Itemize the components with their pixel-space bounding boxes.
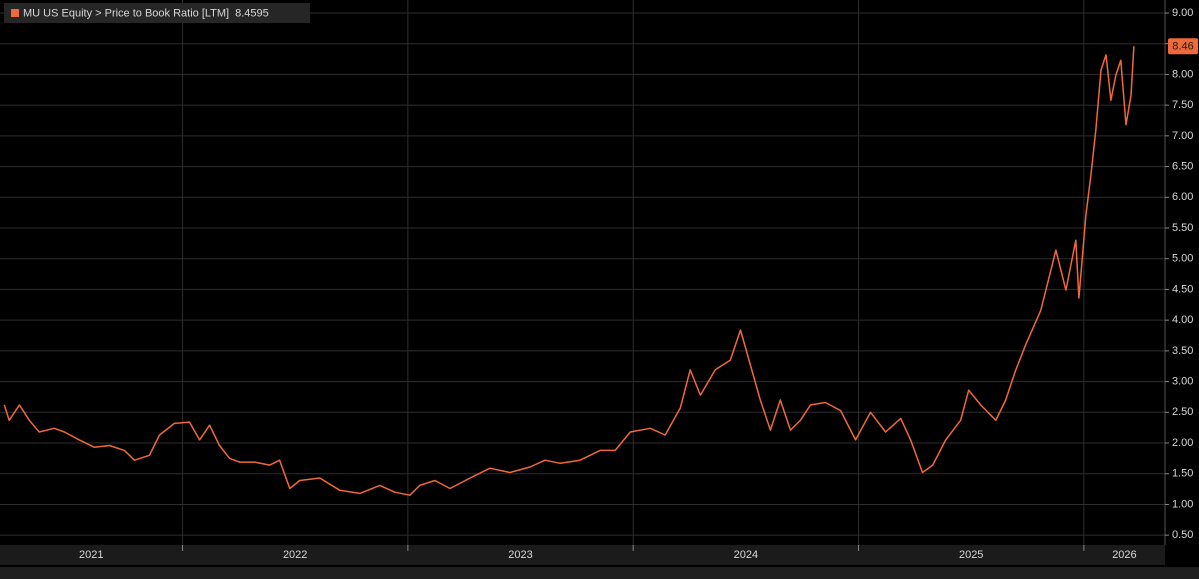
y-tick-label: 0.50 — [1172, 529, 1193, 541]
y-tick-label: 3.00 — [1172, 375, 1193, 387]
legend-value: 8.4595 — [235, 7, 269, 19]
legend: MU US Equity > Price to Book Ratio [LTM]… — [4, 3, 310, 23]
y-tick-label: 2.50 — [1172, 406, 1193, 418]
y-tick-label: 5.00 — [1172, 253, 1193, 265]
y-tick-label: 9.00 — [1172, 7, 1193, 19]
y-tick-label: 3.50 — [1172, 345, 1193, 357]
grid — [0, 0, 1165, 545]
bottom-bar — [0, 567, 1199, 579]
x-tick-label: 2024 — [734, 549, 758, 561]
y-tick-label: 5.50 — [1172, 222, 1193, 234]
y-tick-label: 1.00 — [1172, 498, 1193, 510]
last-value-label: 8.46 — [1172, 41, 1193, 53]
y-tick-label: 4.50 — [1172, 283, 1193, 295]
y-tick-label: 8.00 — [1172, 68, 1193, 80]
legend-swatch — [11, 9, 19, 17]
y-tick-label: 7.50 — [1172, 99, 1193, 111]
x-tick-label: 2025 — [959, 549, 983, 561]
x-tick-label: 2021 — [79, 549, 103, 561]
legend-label: MU US Equity > Price to Book Ratio [LTM] — [23, 7, 229, 19]
x-axis-band — [0, 545, 1165, 565]
line-series — [3, 46, 1135, 496]
y-tick-label: 7.00 — [1172, 130, 1193, 142]
x-tick-label: 2023 — [508, 549, 532, 561]
last-value-tag — [1168, 38, 1198, 55]
x-tick-label: 2026 — [1112, 549, 1136, 561]
y-tick-label: 6.50 — [1172, 160, 1193, 172]
y-tick-label: 4.00 — [1172, 314, 1193, 326]
legend-box — [4, 3, 310, 23]
y-tick-label: 1.50 — [1172, 468, 1193, 480]
x-tick-label: 2022 — [283, 549, 307, 561]
y-tick-label: 6.00 — [1172, 191, 1193, 203]
y-tick-label: 2.00 — [1172, 437, 1193, 449]
